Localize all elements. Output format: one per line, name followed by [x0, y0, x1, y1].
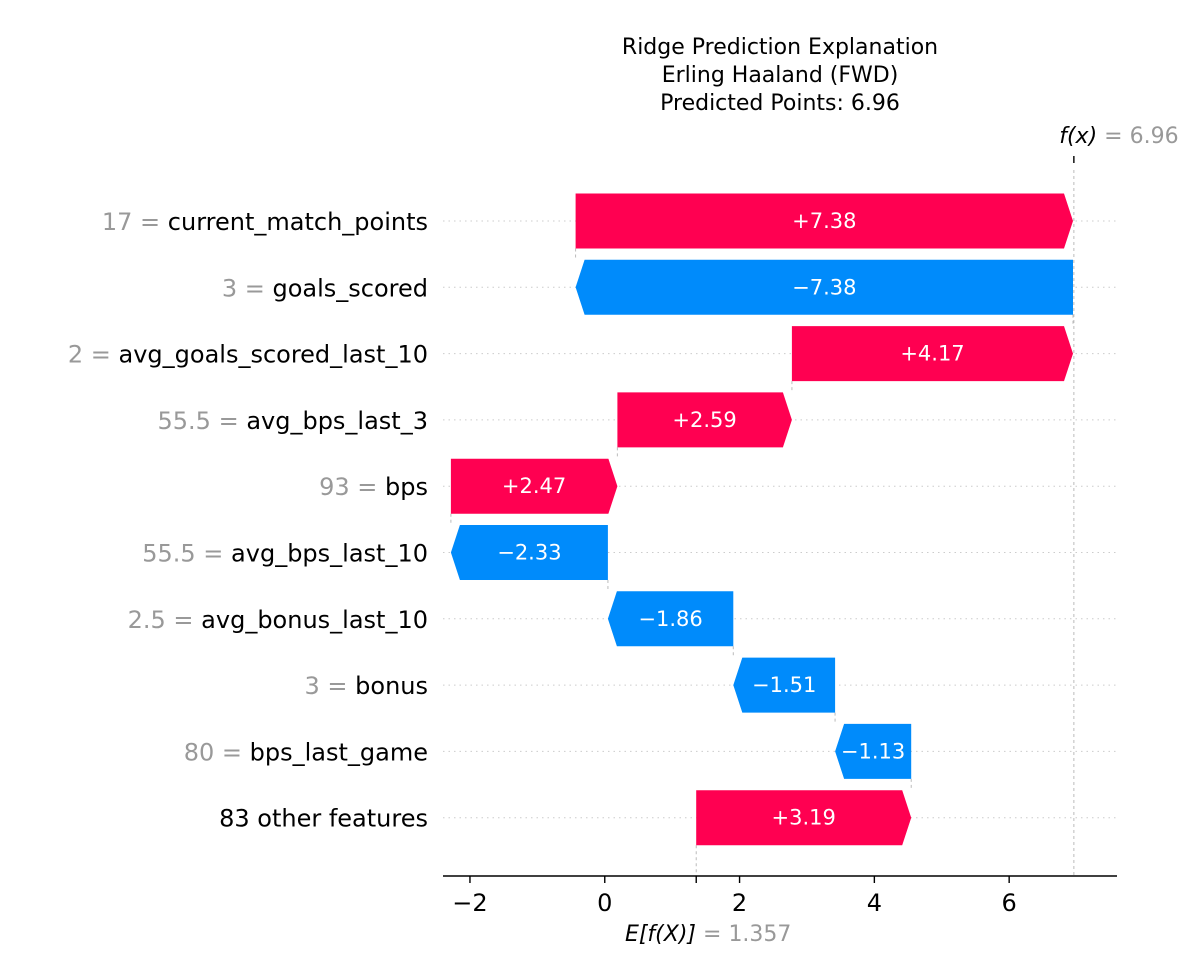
bar-value-label: +2.47 [502, 474, 566, 498]
feature-value: 80 [184, 738, 215, 766]
bar-value-label: −1.13 [841, 739, 905, 763]
base-value-annotation: E[f(X)] = 1.357 [625, 922, 791, 947]
feature-name: bps [385, 473, 428, 501]
feature-name: avg_goals_scored_last_10 [119, 341, 429, 369]
base-value: 1.357 [728, 922, 791, 947]
feature-equals: = [132, 208, 167, 236]
feature-equals: = [166, 606, 201, 634]
waterfall-bar [575, 193, 1073, 249]
feature-label: 93 = bps [319, 473, 428, 501]
feature-name: bonus [355, 672, 428, 700]
feature-value: 55.5 [142, 540, 195, 568]
bar-value-label: +3.19 [772, 806, 836, 830]
waterfall-bar [696, 790, 912, 846]
x-tick-label: 6 [1002, 889, 1017, 917]
feature-equals: = [83, 341, 118, 369]
feature-equals: = [211, 407, 246, 435]
feature-equals: = [320, 672, 355, 700]
feature-value: 2 [68, 341, 83, 369]
feature-value: 3 [305, 672, 320, 700]
feature-name: avg_bps_last_3 [246, 407, 428, 435]
title-line-3: Predicted Points: 6.96 [660, 91, 900, 116]
bar-value-label: +2.59 [672, 408, 736, 432]
title-line-2: Erling Haaland (FWD) [662, 63, 899, 88]
feature-name: bps_last_game [250, 738, 428, 766]
waterfall-bar [791, 326, 1073, 382]
feature-name: avg_bps_last_10 [231, 540, 428, 568]
final-value: 6.96 [1130, 124, 1179, 149]
feature-label: 2.5 = avg_bonus_last_10 [128, 606, 428, 634]
feature-label: 3 = bonus [305, 672, 429, 700]
fx-label: f(x) [1059, 124, 1097, 149]
waterfall-bar [835, 723, 912, 779]
waterfall-bar [450, 525, 608, 580]
feature-label: 55.5 = avg_bps_last_10 [142, 540, 428, 568]
bar-value-label: +7.38 [792, 209, 856, 233]
feature-name: goals_scored [272, 274, 428, 302]
ex-label: E[f(X)] [625, 922, 696, 947]
feature-value: 55.5 [158, 407, 211, 435]
feature-label: 2 = avg_goals_scored_last_10 [68, 341, 428, 369]
waterfall-bar [450, 458, 618, 514]
waterfall-bar [575, 259, 1073, 315]
feature-value: 17 [102, 208, 133, 236]
x-tick-label: 4 [867, 889, 882, 917]
ex-equals: = [696, 922, 728, 947]
feature-equals: = [214, 738, 249, 766]
feature-label: 55.5 = avg_bps_last_3 [158, 407, 429, 435]
x-tick-label: 2 [732, 889, 747, 917]
x-tick-label: −2 [452, 889, 487, 917]
feature-equals: = [350, 473, 385, 501]
feature-name: 83 other features [219, 805, 428, 833]
x-tick-label: 0 [597, 889, 612, 917]
waterfall-bar [617, 392, 792, 448]
title-line-1: Ridge Prediction Explanation [622, 35, 938, 60]
bar-value-label: −1.51 [752, 673, 816, 697]
final-value-annotation: f(x) = 6.96 [1059, 124, 1178, 149]
feature-equals: = [237, 274, 272, 302]
feature-label: 3 = goals_scored [222, 274, 428, 302]
waterfall-bar [607, 591, 734, 647]
feature-equals: = [196, 540, 231, 568]
feature-label: 80 = bps_last_game [184, 738, 428, 766]
feature-value: 2.5 [128, 606, 166, 634]
feature-name: avg_bonus_last_10 [201, 606, 428, 634]
bar-value-label: −7.38 [792, 275, 856, 299]
chart-title: Ridge Prediction Explanation Erling Haal… [622, 35, 938, 116]
waterfall-bar [733, 657, 836, 713]
feature-name: current_match_points [168, 208, 428, 236]
fx-equals: = [1097, 124, 1129, 149]
bar-value-label: +4.17 [900, 342, 964, 366]
bar-value-label: −2.33 [497, 541, 561, 565]
feature-value: 3 [222, 274, 237, 302]
bar-value-label: −1.86 [638, 607, 702, 631]
feature-label: 17 = current_match_points [102, 208, 428, 236]
feature-label: 83 other features [219, 805, 428, 833]
feature-value: 93 [319, 473, 350, 501]
